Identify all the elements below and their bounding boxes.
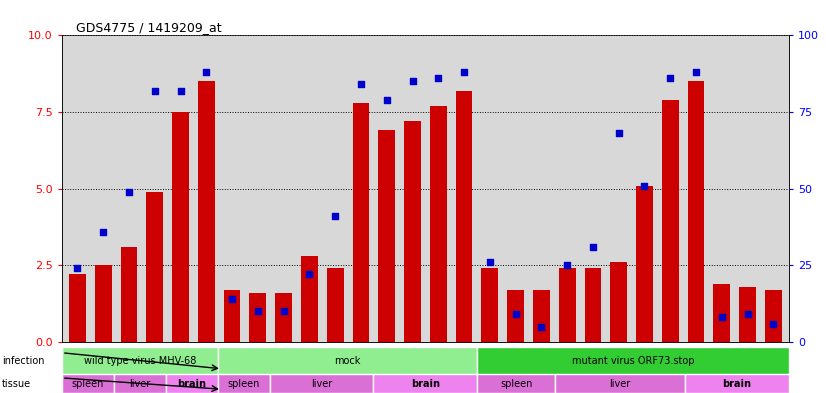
Bar xyxy=(610,262,627,342)
Point xyxy=(225,296,239,302)
Point xyxy=(200,69,213,75)
Point xyxy=(354,81,368,88)
Bar xyxy=(404,121,421,342)
Bar xyxy=(555,374,685,393)
Bar xyxy=(482,268,498,342)
Bar xyxy=(301,256,318,342)
Point xyxy=(534,323,548,330)
Text: brain: brain xyxy=(411,378,440,389)
Point xyxy=(638,182,651,189)
Bar xyxy=(269,374,373,393)
Bar xyxy=(62,374,114,393)
Point xyxy=(174,87,188,94)
Bar xyxy=(739,287,756,342)
Bar xyxy=(275,293,292,342)
Text: GDS4775 / 1419209_at: GDS4775 / 1419209_at xyxy=(77,21,222,34)
Bar xyxy=(533,290,550,342)
Bar xyxy=(558,268,576,342)
Text: brain: brain xyxy=(178,378,206,389)
Bar xyxy=(688,81,705,342)
Text: liver: liver xyxy=(311,378,332,389)
Text: liver: liver xyxy=(129,378,150,389)
Bar xyxy=(430,106,447,342)
Point xyxy=(741,311,754,318)
Point xyxy=(380,97,393,103)
Point xyxy=(483,259,496,265)
Point xyxy=(663,75,676,81)
Point xyxy=(122,189,135,195)
Point xyxy=(277,308,290,314)
Bar xyxy=(765,290,781,342)
Bar xyxy=(95,265,112,342)
Text: liver: liver xyxy=(610,378,631,389)
Point xyxy=(406,78,419,84)
Text: tissue: tissue xyxy=(2,378,31,389)
Bar xyxy=(114,374,166,393)
Bar xyxy=(224,290,240,342)
Bar xyxy=(166,374,218,393)
Bar xyxy=(218,347,477,374)
Point xyxy=(767,320,780,327)
Bar xyxy=(69,274,86,342)
Point xyxy=(586,244,600,250)
Point xyxy=(97,228,110,235)
Point xyxy=(303,271,316,277)
Text: mutant virus ORF73.stop: mutant virus ORF73.stop xyxy=(572,356,695,366)
Text: infection: infection xyxy=(2,356,44,366)
Point xyxy=(432,75,445,81)
Bar xyxy=(172,112,189,342)
Text: mock: mock xyxy=(335,356,361,366)
Text: spleen: spleen xyxy=(72,378,104,389)
Bar xyxy=(636,185,653,342)
Bar xyxy=(662,100,679,342)
Bar xyxy=(249,293,266,342)
Text: spleen: spleen xyxy=(500,378,533,389)
Point xyxy=(458,69,471,75)
Bar xyxy=(585,268,601,342)
Bar xyxy=(62,347,218,374)
Bar xyxy=(714,284,730,342)
Point xyxy=(329,213,342,219)
Point xyxy=(148,87,161,94)
Point xyxy=(715,314,729,321)
Bar xyxy=(327,268,344,342)
Point xyxy=(612,130,625,137)
Bar xyxy=(477,347,789,374)
Bar xyxy=(378,130,395,342)
Bar xyxy=(507,290,524,342)
Bar xyxy=(198,81,215,342)
Point xyxy=(251,308,264,314)
Bar xyxy=(477,374,555,393)
Bar xyxy=(121,247,137,342)
Bar xyxy=(146,192,163,342)
Bar xyxy=(685,374,789,393)
Bar xyxy=(373,374,477,393)
Text: spleen: spleen xyxy=(227,378,260,389)
Point xyxy=(690,69,703,75)
Bar xyxy=(218,374,269,393)
Text: wild type virus MHV-68: wild type virus MHV-68 xyxy=(83,356,196,366)
Point xyxy=(509,311,522,318)
Point xyxy=(561,262,574,268)
Point xyxy=(71,265,84,272)
Bar xyxy=(456,90,472,342)
Text: brain: brain xyxy=(723,378,752,389)
Bar xyxy=(353,103,369,342)
